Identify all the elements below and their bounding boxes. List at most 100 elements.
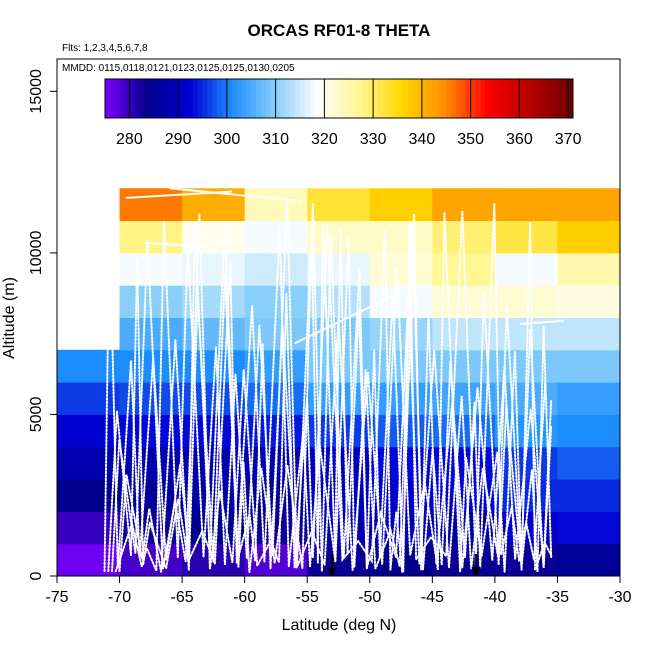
colorbar-swatch <box>314 79 320 118</box>
colorbar-swatch <box>163 79 169 118</box>
y-tick-label: 15000 <box>28 69 45 114</box>
heatmap-cell <box>432 382 496 415</box>
colorbar-swatch <box>300 79 306 118</box>
heatmap-cell <box>57 543 121 577</box>
colorbar-swatch <box>451 79 457 118</box>
colorbar-swatch <box>105 79 111 118</box>
colorbar-swatch <box>358 79 364 118</box>
heatmap-cell <box>494 252 558 286</box>
colorbar-swatch <box>490 79 496 118</box>
colorbar-swatch <box>534 79 540 118</box>
colorbar-swatch <box>256 79 262 118</box>
heatmap-cell <box>557 543 621 577</box>
colorbar-swatch <box>280 79 286 118</box>
flight-track <box>114 198 553 573</box>
colorbar-swatch <box>183 79 189 118</box>
colorbar-swatch <box>324 79 330 118</box>
colorbar-tick-label: 360 <box>506 131 533 148</box>
colorbar-swatch <box>207 79 213 118</box>
heatmap-cell <box>369 188 433 222</box>
colorbar-swatch <box>353 79 359 118</box>
colorbar-swatch <box>119 79 125 118</box>
colorbar-swatch <box>285 79 291 118</box>
colorbar-swatch <box>241 79 247 118</box>
colorbar-swatch <box>470 79 476 118</box>
x-tick-label: -60 <box>233 589 256 606</box>
heatmap-cell <box>557 479 621 512</box>
colorbar-swatch <box>568 79 574 118</box>
heatmap-cell <box>557 446 621 480</box>
colorbar-swatch <box>514 79 520 118</box>
heatmap-cell <box>119 446 183 480</box>
colorbar-swatch <box>139 79 145 118</box>
colorbar-swatch <box>168 79 174 118</box>
heatmap-cell <box>432 188 496 222</box>
colorbar-swatch <box>368 79 374 118</box>
colorbar-swatch <box>509 79 515 118</box>
colorbar-tick-label: 320 <box>311 131 338 148</box>
heatmap-cell <box>369 252 433 286</box>
colorbar-swatch <box>431 79 437 118</box>
colorbar-swatch <box>334 79 340 118</box>
dates-label: MMDD: 0115,0118,0121,0123,0125,0125,0130… <box>62 63 295 74</box>
colorbar-swatch <box>158 79 164 118</box>
colorbar-swatch <box>192 79 199 118</box>
colorbar-swatch <box>231 79 238 118</box>
colorbar-swatch <box>178 79 184 118</box>
flight-tracks <box>103 187 564 573</box>
colorbar-swatch <box>275 79 281 118</box>
latitude-marker-arrow <box>327 554 338 577</box>
heatmap-cell <box>432 349 496 383</box>
colorbar-swatch <box>114 79 121 118</box>
heatmap-cell <box>182 252 246 286</box>
colorbar-swatch <box>343 79 350 118</box>
heatmap-cell <box>119 188 183 222</box>
colorbar: 280 290 300 310 320 330 340 350 360 370 <box>104 78 582 148</box>
colorbar-swatch <box>446 79 452 118</box>
colorbar-swatch <box>236 79 242 118</box>
colorbar-swatch <box>319 79 325 118</box>
colorbar-swatch <box>563 79 569 118</box>
y-axis: 0 5000 10000 15000 <box>28 69 58 580</box>
colorbar-tick-label: 310 <box>262 131 289 148</box>
colorbar-swatch <box>270 79 277 118</box>
heatmap-cell <box>494 285 558 318</box>
colorbar-tick-label: 300 <box>214 131 241 148</box>
colorbar-swatch <box>363 79 369 118</box>
heatmap-cell <box>557 349 621 383</box>
colorbar-swatch <box>373 79 379 118</box>
colorbar-swatch <box>382 79 389 118</box>
y-tick-label: 10000 <box>28 231 45 276</box>
colorbar-swatch <box>348 79 355 118</box>
heatmap-cell <box>307 188 371 222</box>
x-tick-label: -65 <box>171 589 194 606</box>
colorbar-swatch <box>538 79 545 118</box>
colorbar-swatch <box>441 79 447 118</box>
x-tick-label: -50 <box>358 589 381 606</box>
heatmap-cell <box>307 220 371 254</box>
colorbar-swatch <box>412 79 418 118</box>
colorbar-swatch <box>475 79 481 118</box>
heatmap-cell <box>244 317 308 351</box>
heatmap-cell <box>182 220 246 254</box>
colorbar-swatch <box>529 79 535 118</box>
colorbar-swatch <box>197 79 203 118</box>
heatmap-cell <box>57 382 121 415</box>
colorbar-swatch <box>329 79 335 118</box>
heatmap-cell <box>494 220 558 254</box>
heatmap-cell <box>57 414 121 448</box>
heatmap-cell <box>369 220 433 254</box>
flight-track <box>519 319 564 325</box>
colorbar-swatch <box>524 79 530 118</box>
x-tick-label: -55 <box>296 589 319 606</box>
x-axis-label: Latitude (deg N) <box>282 617 397 634</box>
colorbar-swatch <box>426 79 433 118</box>
colorbar-swatch <box>246 79 252 118</box>
heatmap-cell <box>57 446 121 480</box>
heatmap-cell <box>557 382 621 415</box>
colorbar-swatch <box>519 79 525 118</box>
heatmap-cell <box>557 414 621 448</box>
colorbar-swatch <box>402 79 408 118</box>
flights-label: Flts: 1,2,3,4,5,6,7,8 <box>62 43 148 54</box>
